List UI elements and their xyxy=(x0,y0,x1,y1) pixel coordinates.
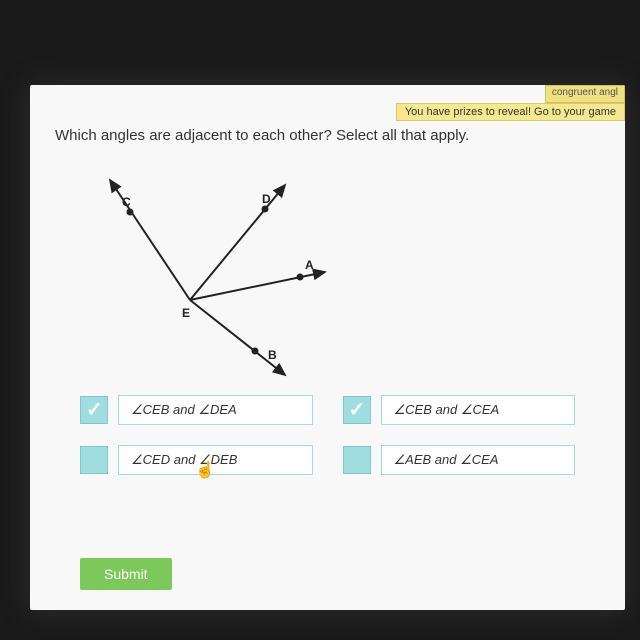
checkbox-2[interactable] xyxy=(343,396,371,424)
hand-cursor-icon: ☝ xyxy=(195,460,215,480)
checkbox-4[interactable] xyxy=(343,446,371,474)
top-bar-fragment: congruent angl xyxy=(545,85,625,103)
ray-label-a: A xyxy=(305,258,314,272)
option-4[interactable]: ∠AEB and ∠CEA xyxy=(343,445,576,475)
checkbox-1[interactable] xyxy=(80,396,108,424)
prize-notification[interactable]: You have prizes to reveal! Go to your ga… xyxy=(396,103,625,121)
vertex-label-e: E xyxy=(182,306,190,320)
question-text: Which angles are adjacent to each other?… xyxy=(55,127,469,144)
ray-label-b: B xyxy=(268,348,277,362)
submit-button[interactable]: Submit xyxy=(80,558,172,590)
option-1[interactable]: ∠CEB and ∠DEA xyxy=(80,395,313,425)
option-3-label: ∠CED and ∠DEB xyxy=(118,445,313,475)
option-2-label: ∠CEB and ∠CEA xyxy=(381,395,576,425)
option-4-label: ∠AEB and ∠CEA xyxy=(381,445,576,475)
option-2[interactable]: ∠CEB and ∠CEA xyxy=(343,395,576,425)
rays-svg xyxy=(90,160,370,380)
ray-label-c: C xyxy=(122,195,131,209)
question-screen: congruent angl You have prizes to reveal… xyxy=(30,85,625,610)
checkbox-3[interactable] xyxy=(80,446,108,474)
angle-diagram: C D A B E xyxy=(90,160,370,360)
answer-options: ∠CEB and ∠DEA ∠CEB and ∠CEA ∠CED and ∠DE… xyxy=(80,395,575,475)
option-1-label: ∠CEB and ∠DEA xyxy=(118,395,313,425)
ray-label-d: D xyxy=(262,192,271,206)
